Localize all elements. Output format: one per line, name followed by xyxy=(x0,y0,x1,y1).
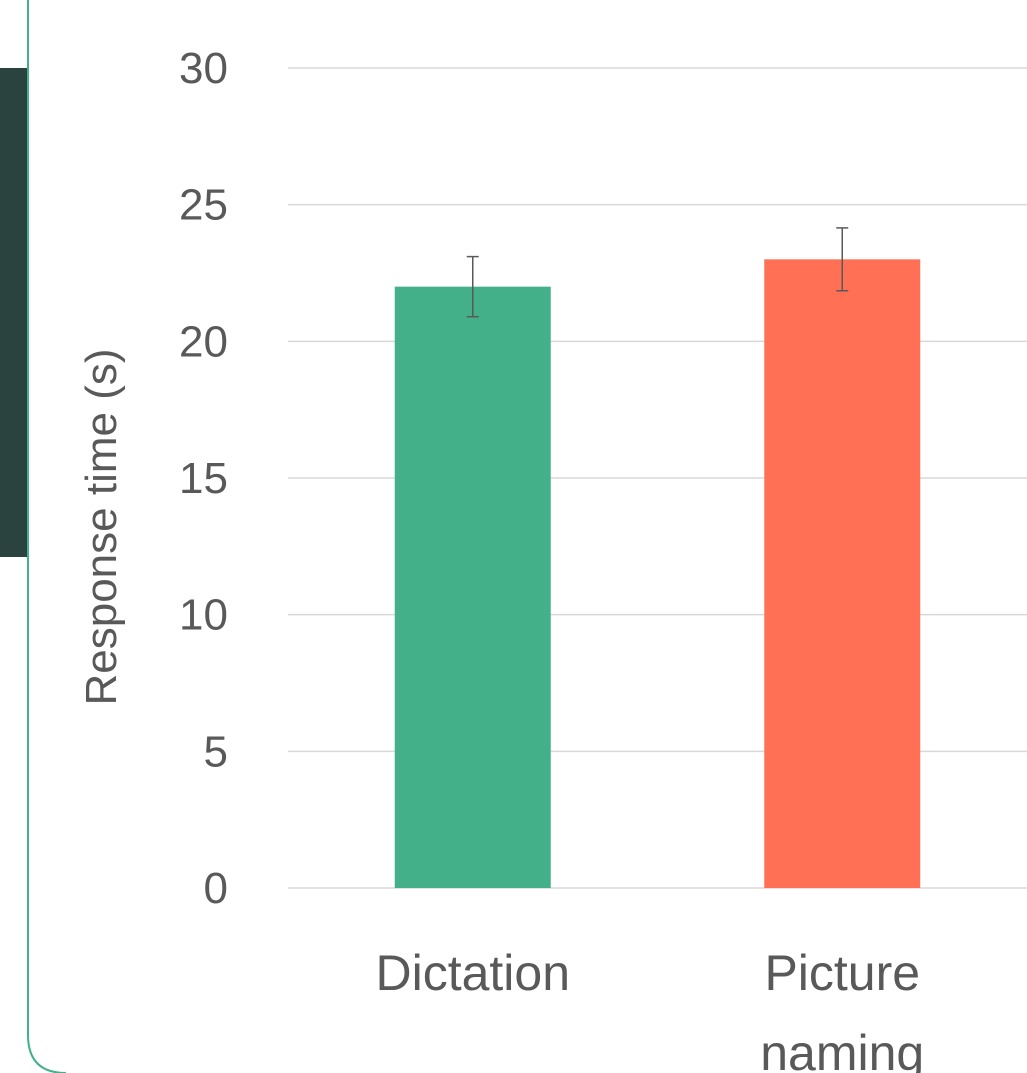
y-tick-label: 20 xyxy=(179,317,228,366)
y-tick-label: 5 xyxy=(204,727,228,776)
bar xyxy=(394,286,551,889)
left-panel xyxy=(0,68,28,557)
y-tick-label: 30 xyxy=(179,44,228,93)
y-axis-ticks: 0 5 10 15 20 25 30 xyxy=(179,44,228,913)
category-label: Dictation xyxy=(375,945,570,1001)
category-label: Picture naming xyxy=(760,945,924,1073)
error-bar xyxy=(836,227,849,292)
y-axis-title: Response time (s) xyxy=(77,348,126,705)
category-labels: Dictation Picture naming xyxy=(375,945,924,1073)
bars xyxy=(394,259,921,889)
y-tick-label: 25 xyxy=(179,181,228,230)
y-tick-label: 15 xyxy=(179,454,228,503)
error-bar xyxy=(466,255,479,318)
bar xyxy=(764,259,921,888)
error-bars xyxy=(466,227,849,318)
y-tick-label: 0 xyxy=(204,864,228,913)
y-tick-label: 10 xyxy=(179,591,228,640)
